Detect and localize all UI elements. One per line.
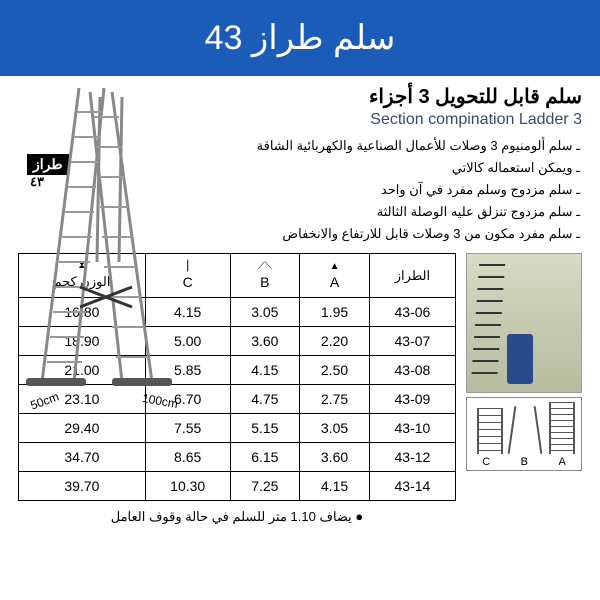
page-header: سلم طراز 43 [0, 0, 600, 76]
usage-photo [466, 253, 582, 393]
table-cell: 29.40 [19, 414, 146, 443]
table-cell: 7.25 [230, 472, 300, 501]
table-row: 43-123.606.158.6534.70 [19, 443, 456, 472]
table-cell: 43-12 [369, 443, 455, 472]
header-title: سلم طراز 43 [205, 19, 396, 57]
images-column: A B C [466, 253, 582, 471]
table-cell: 3.60 [300, 443, 370, 472]
table-cell: 4.75 [230, 385, 300, 414]
table-row: 43-144.157.2510.3039.70 [19, 472, 456, 501]
table-cell: 8.65 [145, 443, 230, 472]
table-cell: 6.15 [230, 443, 300, 472]
ladder-a-icon: ▲ [304, 262, 365, 272]
table-cell: 43-06 [369, 298, 455, 327]
table-cell: 3.60 [230, 327, 300, 356]
table-cell: 3.05 [300, 414, 370, 443]
table-cell: 43-10 [369, 414, 455, 443]
table-cell: 34.70 [19, 443, 146, 472]
table-cell: 5.15 [230, 414, 300, 443]
table-cell: 10.30 [145, 472, 230, 501]
table-cell: 43-08 [369, 356, 455, 385]
col-header-b: ⟋⟍B [230, 254, 300, 298]
table-cell: 1.95 [300, 298, 370, 327]
ladder-b-icon: ⟋⟍ [235, 262, 296, 272]
footnote: يضاف 1.10 متر للسلم في حالة وقوف العامل [18, 509, 456, 525]
table-row: 43-103.055.157.5529.40 [19, 414, 456, 443]
table-cell: 4.15 [300, 472, 370, 501]
col-header-a: ▲A [300, 254, 370, 298]
table-cell: 3.05 [230, 298, 300, 327]
table-cell: 43-09 [369, 385, 455, 414]
schematic-label-b: B [521, 456, 528, 468]
table-cell: 39.70 [19, 472, 146, 501]
table-cell: 7.55 [145, 414, 230, 443]
table-cell: 4.15 [230, 356, 300, 385]
ladder-illustration-icon [24, 82, 174, 402]
table-cell: 43-14 [369, 472, 455, 501]
col-header-model: الطراز [369, 254, 455, 298]
product-image: طراز ٤٣ [24, 82, 174, 402]
schematic-label-c: C [482, 456, 490, 468]
table-cell: 2.20 [300, 327, 370, 356]
schematic-label-a: A [558, 456, 565, 468]
schematic-diagram: A B C [466, 397, 582, 471]
table-cell: 2.75 [300, 385, 370, 414]
table-cell: 2.50 [300, 356, 370, 385]
table-cell: 43-07 [369, 327, 455, 356]
